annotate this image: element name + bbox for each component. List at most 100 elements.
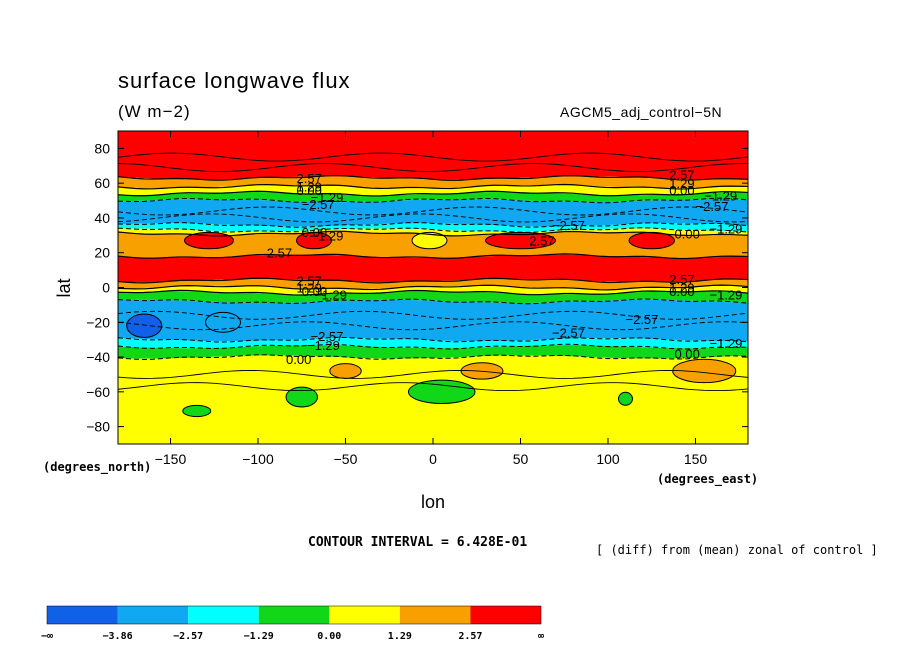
band — [118, 131, 748, 180]
x-unit-label: (degrees_east) — [657, 472, 758, 487]
contour-line — [118, 190, 748, 197]
y-tick-label: 80 — [94, 140, 110, 156]
contour-line — [118, 298, 748, 305]
contour-line — [118, 343, 748, 350]
contour-line — [118, 369, 748, 379]
contour-line — [118, 354, 748, 360]
contour-patch — [618, 391, 633, 406]
contour-label: 2.57 — [529, 234, 554, 249]
contour-label: 0.00 — [675, 347, 700, 362]
contour-label: −1.29 — [307, 338, 340, 353]
y-tick-label: 0 — [102, 280, 110, 296]
band — [118, 192, 748, 203]
colorbar-swatch — [117, 606, 189, 624]
colorbar-swatch — [399, 606, 471, 624]
band — [118, 299, 748, 342]
plot-area: 2.571.290.00−1.29−2.572.571.290.00 −1.29−… — [118, 131, 748, 444]
contour-label: 1.29 — [297, 180, 322, 195]
run-label: AGCM5_adj_control−5N — [560, 104, 723, 120]
contour-label: −2.57 — [302, 197, 335, 212]
colorbar-swatch — [188, 606, 259, 624]
y-tick-label: 20 — [94, 245, 110, 261]
chart-units: (W m−2) — [118, 102, 191, 121]
x-tick-label: −50 — [334, 451, 358, 467]
y-tick-label: −80 — [86, 419, 110, 435]
diff-note: [ (diff) from (mean) zonal of control ] — [596, 543, 878, 557]
contour-line — [118, 163, 748, 172]
colorbar-label: −3.86 — [103, 631, 133, 642]
contour-line — [118, 289, 748, 296]
x-axis-label: lon — [421, 492, 445, 512]
shaded-field: 2.571.290.00−1.29−2.572.571.290.00 −1.29−… — [118, 131, 748, 444]
contour-patch — [205, 311, 241, 333]
contour-patch — [182, 404, 212, 418]
colorbar-label: −2.57 — [173, 631, 203, 642]
x-tick-label: −150 — [155, 451, 187, 467]
contour-line — [118, 197, 748, 204]
x-tick-label: 150 — [684, 451, 708, 467]
contour-label: −1.29 — [710, 336, 743, 351]
contour-label: 2.57 — [267, 246, 292, 261]
y-tick-label: −60 — [86, 384, 110, 400]
contour-label: 1.29 — [669, 281, 694, 296]
x-tick-label: −100 — [242, 451, 274, 467]
axes: −150 −100 −50 0 50 100 150 80 60 40 20 0 −20 −40 −60 −8… — [43, 130, 758, 512]
colorbar: −∞ −3.86 −2.57 −1.29 0.00 1.29 2.57 ∞ — [41, 605, 544, 642]
contour-label: 2.57 — [669, 167, 694, 182]
contour-line — [118, 152, 748, 162]
contour-label: 1.29 — [669, 176, 694, 191]
contour-label: 1.29 — [297, 281, 322, 296]
band — [118, 176, 748, 189]
contour-label: −1.29 — [710, 287, 743, 302]
contour-line — [118, 206, 748, 216]
contour-label: 0.00 — [286, 352, 311, 367]
x-tick-label: 0 — [429, 451, 437, 467]
contour-interval-label: CONTOUR INTERVAL = 6.428E-01 — [308, 535, 528, 550]
x-tick-label: 50 — [513, 451, 529, 467]
contour-label: −2.57 — [626, 312, 659, 327]
band — [118, 223, 748, 232]
colorbar-swatch — [47, 606, 118, 624]
contour-label: −2.57 — [696, 199, 729, 214]
contour-patch — [285, 386, 318, 408]
contour-line — [118, 253, 748, 260]
y-tick-label: 60 — [94, 175, 110, 191]
contour-label: 2.57 — [297, 171, 322, 186]
contour-line — [118, 227, 748, 233]
colorbar-label: −1.29 — [244, 631, 274, 642]
band — [118, 198, 748, 227]
contour-patch — [126, 313, 163, 338]
band — [118, 254, 748, 283]
colorbar-label: 0.00 — [317, 631, 341, 642]
contour-line — [118, 213, 748, 223]
x-tick-label: 100 — [596, 451, 620, 467]
contour-patch — [411, 231, 448, 250]
colorbar-label: −∞ — [41, 631, 53, 642]
contour-line — [118, 321, 748, 331]
colorbar-swatch — [329, 606, 400, 624]
contour-line — [118, 183, 748, 190]
colorbar-frame — [46, 605, 542, 625]
y-tick-label: −20 — [86, 314, 110, 330]
colorbar-label: 2.57 — [458, 631, 482, 642]
contour-label: −2.57 — [311, 329, 344, 344]
contour-patch — [672, 358, 737, 384]
y-tick-label: 40 — [94, 210, 110, 226]
contour-line — [118, 230, 748, 237]
contour-label: −1.29 — [710, 221, 743, 236]
contour-label: 0.00 — [302, 225, 327, 240]
contour-label: −1.29 — [311, 190, 344, 205]
contour-line — [118, 174, 748, 181]
chart-title: surface longwave flux — [118, 68, 351, 93]
colorbar-label: ∞ — [538, 631, 544, 642]
contour-patch — [329, 363, 362, 379]
contour-label: 0.00 — [675, 227, 700, 242]
contour-label: 2.57 — [669, 272, 694, 287]
contour-label: −1.29 — [704, 188, 737, 203]
contour-line — [118, 336, 748, 343]
contour-line — [118, 310, 748, 320]
contour-label: 0.00 — [669, 183, 694, 198]
y-axis-label: lat — [54, 278, 74, 297]
band — [118, 185, 748, 196]
